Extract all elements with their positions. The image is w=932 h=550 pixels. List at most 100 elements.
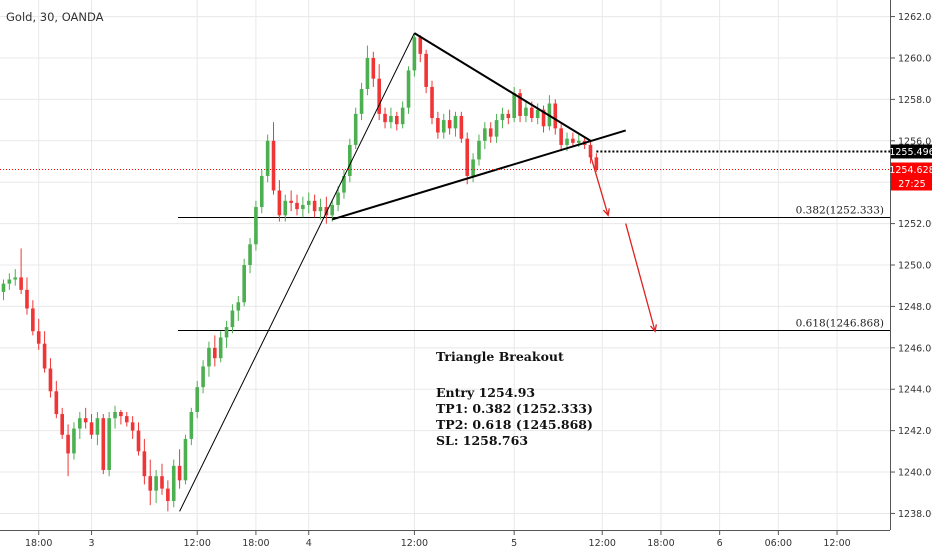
candle[interactable] [512, 86, 516, 123]
candle[interactable] [42, 331, 47, 373]
candle[interactable] [78, 411, 82, 439]
candle[interactable] [477, 134, 481, 166]
candle[interactable] [494, 113, 499, 143]
candle[interactable] [535, 103, 540, 125]
fib-levels[interactable]: 0.382(1252.333) 0.618(1246.868) [178, 205, 890, 331]
candle[interactable] [336, 186, 340, 212]
candle[interactable] [488, 122, 493, 143]
candle[interactable] [124, 411, 129, 427]
candle[interactable] [465, 132, 470, 185]
candle[interactable] [553, 99, 558, 135]
candle[interactable] [230, 304, 235, 334]
candle[interactable] [588, 140, 593, 164]
candle[interactable] [541, 105, 546, 133]
projection-arrow[interactable] [625, 223, 657, 333]
candle[interactable] [342, 169, 346, 199]
projection-arrow[interactable] [589, 155, 610, 217]
candle[interactable] [242, 258, 246, 307]
candle[interactable] [95, 411, 100, 446]
x-axis[interactable]: 18:00 3 12:00 18:00 4 12:00 5 12:00 18:00 6 06:00 1… [25, 530, 851, 549]
candle[interactable] [371, 51, 376, 87]
candle[interactable] [218, 331, 223, 363]
candle[interactable] [236, 296, 241, 321]
trendline[interactable] [413, 32, 592, 142]
candle[interactable] [353, 107, 358, 150]
candle[interactable] [36, 318, 41, 350]
candle[interactable] [25, 277, 29, 315]
candle[interactable] [295, 194, 299, 216]
candle[interactable] [348, 138, 352, 183]
candle[interactable] [500, 107, 505, 129]
candle[interactable] [83, 407, 88, 429]
candle[interactable] [359, 82, 364, 121]
candle[interactable] [365, 45, 370, 96]
trendline[interactable] [331, 129, 627, 221]
candle[interactable] [453, 111, 458, 137]
candle[interactable] [119, 409, 123, 425]
candle[interactable] [66, 424, 70, 477]
candle[interactable] [48, 358, 53, 398]
candle[interactable] [1, 279, 6, 301]
candle[interactable] [483, 122, 487, 150]
candle[interactable] [389, 107, 393, 129]
candle[interactable] [289, 190, 293, 212]
candle[interactable] [31, 300, 35, 336]
candle[interactable] [418, 35, 423, 63]
trendlines[interactable] [179, 32, 627, 512]
candle[interactable] [383, 107, 387, 129]
candle[interactable] [301, 196, 305, 218]
y-axis[interactable]: 1262.0001260.0001258.0001256.0001254.000… [890, 12, 932, 520]
candle[interactable] [400, 101, 405, 129]
candle[interactable] [101, 414, 106, 475]
candle[interactable] [441, 113, 446, 139]
candle[interactable] [518, 89, 522, 123]
candle[interactable] [213, 335, 217, 367]
candle[interactable] [207, 341, 211, 377]
candle[interactable] [330, 200, 335, 222]
candle[interactable] [254, 200, 258, 251]
candle[interactable] [594, 153, 599, 172]
candle[interactable] [171, 459, 176, 508]
candle[interactable] [60, 407, 64, 439]
candle[interactable] [7, 273, 12, 290]
candle[interactable] [166, 480, 170, 512]
candle[interactable] [224, 320, 229, 348]
candle[interactable] [177, 449, 182, 489]
candle[interactable] [412, 33, 417, 77]
candle[interactable] [271, 122, 276, 195]
candle[interactable] [559, 124, 563, 152]
candle[interactable] [459, 111, 464, 143]
candle[interactable] [394, 111, 399, 131]
candle[interactable] [13, 269, 18, 286]
candle[interactable] [107, 411, 111, 477]
candle[interactable] [130, 416, 135, 439]
candle[interactable] [547, 95, 552, 131]
projection-arrows[interactable] [589, 155, 657, 333]
candle[interactable] [306, 192, 311, 214]
candle[interactable] [318, 198, 323, 220]
candle[interactable] [136, 422, 141, 456]
candle[interactable] [19, 248, 23, 294]
candle[interactable] [430, 80, 434, 125]
candle[interactable] [324, 196, 329, 224]
candle[interactable] [72, 422, 76, 460]
candle[interactable] [312, 194, 317, 218]
candle[interactable] [89, 414, 94, 439]
trendline[interactable] [179, 32, 415, 512]
candle[interactable] [183, 434, 188, 485]
candle[interactable] [248, 238, 252, 274]
candle[interactable] [571, 132, 575, 147]
candle[interactable] [160, 463, 164, 495]
candle[interactable] [142, 438, 147, 485]
candle[interactable] [406, 66, 411, 114]
candle[interactable] [189, 407, 194, 446]
candle[interactable] [524, 101, 528, 123]
candle[interactable] [447, 109, 452, 135]
candle[interactable] [506, 109, 511, 125]
candle[interactable] [424, 49, 428, 94]
candle[interactable] [377, 64, 381, 121]
candle[interactable] [283, 194, 288, 222]
candle[interactable] [277, 180, 282, 222]
candle[interactable] [201, 360, 205, 394]
